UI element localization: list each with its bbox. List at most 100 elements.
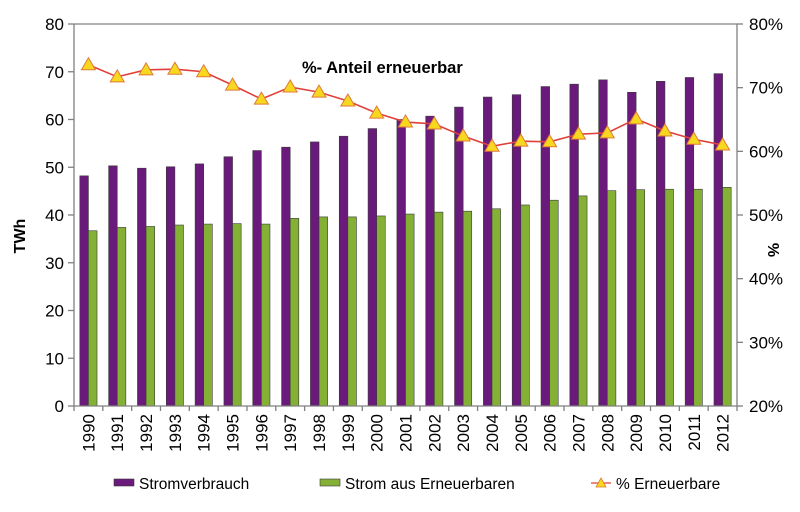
marker-percent-2007 (570, 126, 587, 140)
x-tick-label: 2003 (454, 414, 473, 452)
x-tick-label: 1994 (195, 414, 214, 452)
y2-tick-label: 50% (749, 206, 783, 225)
bar-erneuerbare-1996 (261, 223, 271, 407)
marker-percent-2000 (368, 105, 385, 119)
marker-percent-2008 (599, 124, 616, 139)
marker-percent-2009 (628, 110, 644, 125)
x-tick-label: 1992 (137, 414, 156, 452)
bar-stromverbrauch-1990 (79, 175, 89, 407)
marker-percent-1994 (195, 63, 212, 78)
x-tick-label: 2010 (656, 414, 675, 452)
marker-percent-1996 (253, 91, 270, 105)
marker-percent-2002 (426, 115, 443, 130)
bars-layer (79, 73, 732, 407)
marker-percent-2010 (657, 122, 673, 137)
bar-erneuerbare-1991 (116, 227, 127, 407)
bar-erneuerbare-2012 (722, 187, 732, 407)
y2-tick-label: 40% (749, 270, 783, 289)
y2-tick-label: 80% (749, 15, 783, 34)
bar-stromverbrauch-2006 (540, 86, 550, 407)
x-tick-label: 1999 (339, 414, 358, 452)
bar-stromverbrauch-2003 (454, 106, 464, 407)
legend-item-2: % Erneuerbare (591, 476, 720, 493)
bar-stromverbrauch-2012 (713, 73, 723, 407)
marker-percent-2004 (484, 138, 500, 152)
bar-erneuerbare-2011 (693, 188, 703, 407)
y-tick-label: 50 (45, 158, 64, 177)
legend-item-0: Stromverbrauch (113, 476, 249, 493)
legend-label: Strom aus Erneuerbaren (345, 476, 515, 493)
y2-tick-label: 20% (749, 397, 783, 416)
bar-erneuerbare-2010 (664, 188, 674, 407)
marker-percent-1999 (339, 93, 356, 107)
y2-tick-label: 30% (749, 333, 783, 352)
bar-erneuerbare-1999 (347, 216, 357, 407)
x-tick-label: 1995 (224, 414, 243, 452)
marker-percent-1997 (282, 79, 299, 93)
bar-stromverbrauch-1997 (281, 146, 291, 407)
x-tick-label: 2009 (627, 414, 646, 452)
y-tick-label: 40 (45, 206, 64, 225)
marker-percent-1993 (167, 61, 183, 75)
x-tick-label: 1993 (166, 414, 185, 452)
bar-erneuerbare-2000 (376, 215, 386, 407)
marker-percent-1991 (109, 68, 126, 83)
line-layer (80, 56, 731, 152)
x-tick-label: 2008 (598, 414, 617, 452)
bar-erneuerbare-1994 (203, 223, 213, 407)
marker-percent-2012 (714, 136, 731, 151)
y-tick-label: 10 (45, 349, 64, 368)
chart-annotation: %- Anteil erneuerbar (302, 59, 463, 77)
bar-erneuerbare-1995 (232, 223, 242, 407)
x-tick-label: 2001 (397, 414, 416, 452)
x-tick-label: 1996 (252, 414, 271, 452)
y-tick-label: 20 (45, 302, 64, 321)
bar-erneuerbare-2007 (578, 195, 588, 407)
x-tick-label: 2012 (714, 414, 733, 452)
legend-label: Stromverbrauch (139, 476, 249, 493)
bar-erneuerbare-2003 (462, 210, 473, 407)
marker-percent-1995 (224, 77, 241, 91)
legend-item-1: Strom aus Erneuerbaren (319, 476, 515, 493)
y-tick-label: 70 (45, 63, 64, 82)
marker-percent-2003 (455, 128, 472, 142)
marker-percent-2001 (397, 114, 414, 128)
x-tick-label: 2004 (483, 414, 502, 452)
marker-percent-2006 (541, 133, 558, 148)
marker-percent-1992 (138, 61, 154, 76)
legend-triangle-icon (595, 477, 607, 488)
marker-percent-2005 (512, 133, 529, 147)
bar-stromverbrauch-1991 (108, 165, 118, 407)
bar-stromverbrauch-1994 (194, 163, 205, 407)
bar-stromverbrauch-1998 (310, 141, 320, 407)
bar-erneuerbare-1998 (318, 216, 328, 407)
x-tick-label: 2011 (685, 414, 704, 451)
bar-erneuerbare-1997 (289, 218, 300, 407)
bar-erneuerbare-2001 (405, 213, 415, 407)
bar-erneuerbare-1992 (145, 226, 155, 407)
x-tick-label: 1991 (108, 414, 127, 452)
bar-stromverbrauch-1996 (252, 150, 262, 407)
bar-stromverbrauch-1992 (137, 167, 147, 407)
x-tick-label: 1990 (79, 414, 98, 452)
bar-erneuerbare-2004 (491, 208, 501, 407)
bar-erneuerbare-2005 (520, 204, 530, 407)
x-tick-label: 2000 (368, 414, 387, 452)
bar-stromverbrauch-2000 (367, 128, 377, 407)
bar-erneuerbare-2002 (434, 211, 444, 407)
y-tick-label: 60 (45, 111, 64, 130)
x-tick-label: 2002 (425, 414, 444, 452)
bar-stromverbrauch-1999 (338, 135, 349, 407)
y2-axis-title: % (764, 243, 781, 257)
legend: Stromverbrauch Strom aus Erneuerbaren % Er… (113, 476, 720, 493)
bar-stromverbrauch-2011 (684, 77, 695, 407)
ticks-layer: 0 10 20 30 40 50 60 70 80 20% 30% 40% 50% 60% 70% 80% 19… (45, 15, 783, 452)
x-tick-label: 1998 (310, 414, 329, 452)
x-tick-label: 2006 (541, 414, 560, 452)
legend-label: % Erneuerbare (616, 476, 720, 493)
x-tick-label: 2005 (512, 414, 531, 452)
bar-stromverbrauch-1993 (165, 166, 176, 407)
legend-swatch (319, 478, 341, 487)
bar-erneuerbare-1993 (174, 224, 184, 407)
bar-erneuerbare-2008 (606, 190, 617, 407)
